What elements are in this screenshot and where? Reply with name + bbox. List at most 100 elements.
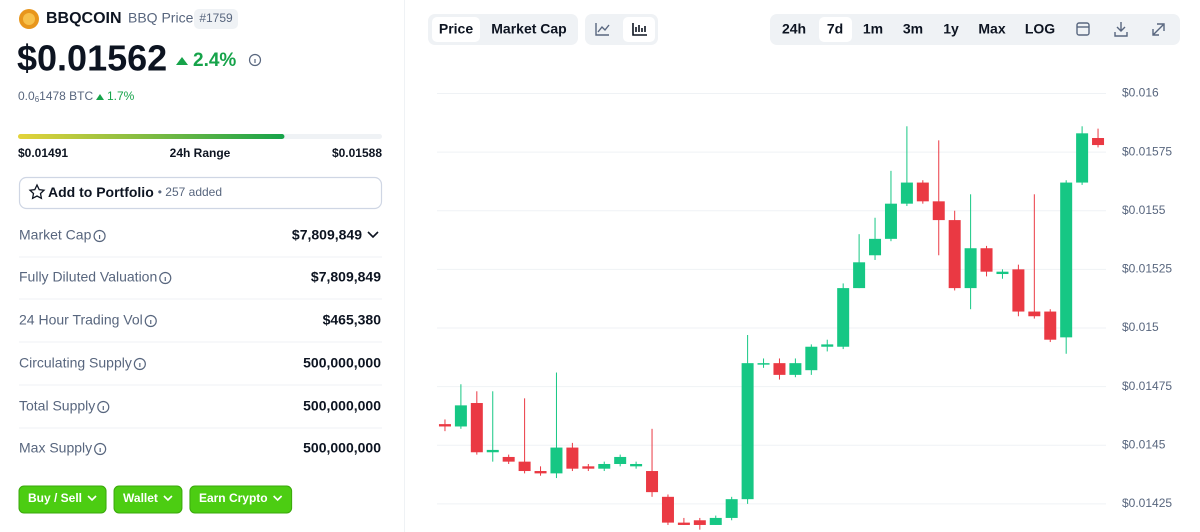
stat-label: Total Supply <box>19 398 95 414</box>
candle-body <box>932 201 945 221</box>
chevron[interactable] <box>367 231 379 239</box>
candle <box>661 494 674 525</box>
candle <box>980 245 993 277</box>
candle <box>869 217 882 260</box>
toolbar: Price Market Cap 24h 7d 1m 3m 1y Max LOG <box>428 14 1180 45</box>
star-icon <box>28 183 46 200</box>
price-change: 2.4% <box>193 50 236 71</box>
candle-body <box>869 238 882 256</box>
chevron <box>87 495 97 502</box>
candle <box>884 170 897 242</box>
candle <box>1044 309 1057 343</box>
range-button[interactable]: 3m <box>903 21 923 37</box>
candle <box>789 358 802 378</box>
candle-body <box>948 220 961 289</box>
btc-change: 1.7% <box>107 89 135 103</box>
stat-label: 24 Hour Trading Vol <box>19 312 143 328</box>
range-title: 24h Range <box>170 146 231 160</box>
range-button[interactable]: 24h <box>782 21 806 37</box>
range-button[interactable]: 7d <box>827 21 843 37</box>
calendar-icon[interactable] <box>1076 22 1090 36</box>
action-button[interactable]: Buy / Sell <box>18 485 107 514</box>
candle <box>454 384 467 429</box>
info-icon[interactable] <box>94 442 107 456</box>
portfolio-label: Add to Portfolio <box>48 184 154 200</box>
candle <box>757 358 770 368</box>
action-button[interactable]: Wallet <box>113 485 183 514</box>
range-group <box>770 14 1180 45</box>
candle-body <box>805 346 818 371</box>
candle <box>582 463 595 472</box>
download-icon[interactable] <box>1114 22 1128 37</box>
stats: Market Cap $7,809,849 Fully Diluted Valuat… <box>19 227 382 456</box>
info-icon[interactable] <box>159 271 172 285</box>
range-high: $0.01588 <box>332 146 382 160</box>
tab[interactable]: Market Cap <box>491 21 566 37</box>
candle-body <box>980 248 993 272</box>
tabs: Price Market Cap 24h 7d 1m 3m 1y Max LOG <box>439 21 1055 37</box>
range-button[interactable]: Max <box>978 21 1005 37</box>
candle-body <box>582 466 595 469</box>
candle <box>996 269 1009 279</box>
info-icon[interactable] <box>248 53 262 67</box>
y-tick-label: $0.01425 <box>1122 496 1172 510</box>
candle-view-icon[interactable] <box>632 23 647 36</box>
candle-body <box>1092 138 1105 146</box>
info-icon[interactable] <box>133 357 146 371</box>
range-low: $0.01491 <box>18 146 68 160</box>
candle <box>964 194 977 310</box>
info-icon[interactable] <box>144 314 157 328</box>
btc-price: 0.061478 BTC <box>18 89 94 104</box>
candle <box>837 283 850 350</box>
y-tick-label: $0.015 <box>1122 320 1159 334</box>
candle <box>932 140 945 256</box>
range-active <box>819 17 852 42</box>
candle-body <box>566 447 579 469</box>
stat-label: Circulating Supply <box>19 355 132 371</box>
candle <box>773 358 786 380</box>
tab[interactable]: Price <box>439 21 473 37</box>
candle-body <box>900 182 913 204</box>
candle-body <box>470 403 483 453</box>
stat-value: 500,000,000 <box>303 440 381 456</box>
candle-body <box>486 449 499 453</box>
coin-label: BBQ Price <box>128 10 194 26</box>
candle-body <box>725 499 738 518</box>
range-button[interactable]: LOG <box>1025 21 1055 37</box>
y-tick-label: $0.016 <box>1122 86 1159 100</box>
candle <box>916 180 929 204</box>
stat-label: Market Cap <box>19 227 92 243</box>
button-label: Buy / Sell <box>28 491 82 505</box>
candle <box>725 496 738 521</box>
candle-body <box>614 456 627 464</box>
y-tick-label: $0.0145 <box>1122 437 1166 451</box>
candle-body <box>821 344 834 347</box>
candle-body <box>757 363 770 365</box>
candle-body <box>709 517 722 525</box>
action-button[interactable]: Earn Crypto <box>189 485 293 514</box>
candle-body <box>1012 269 1025 312</box>
stat-value: $465,380 <box>323 312 382 328</box>
line-view-icon[interactable] <box>595 23 610 36</box>
chevron <box>273 495 283 502</box>
y-tick-label: $0.0155 <box>1122 203 1166 217</box>
range-button[interactable]: 1y <box>943 21 959 37</box>
portfolio-button[interactable] <box>18 176 383 210</box>
candle-body <box>677 522 690 525</box>
candle <box>805 344 818 375</box>
candle-body <box>1044 311 1057 340</box>
candle-body <box>1076 133 1089 183</box>
button-label: Earn Crypto <box>199 491 268 505</box>
candle <box>1012 264 1025 317</box>
candle-body <box>884 203 897 239</box>
range-button[interactable]: 1m <box>863 21 883 37</box>
candle <box>677 517 690 525</box>
fullscreen-icon[interactable] <box>1152 23 1165 36</box>
candle <box>646 428 659 497</box>
candle <box>550 372 563 479</box>
info-icon[interactable] <box>93 229 106 243</box>
info-icon[interactable] <box>97 400 110 414</box>
candle <box>900 126 913 207</box>
rank-badge <box>194 9 238 29</box>
